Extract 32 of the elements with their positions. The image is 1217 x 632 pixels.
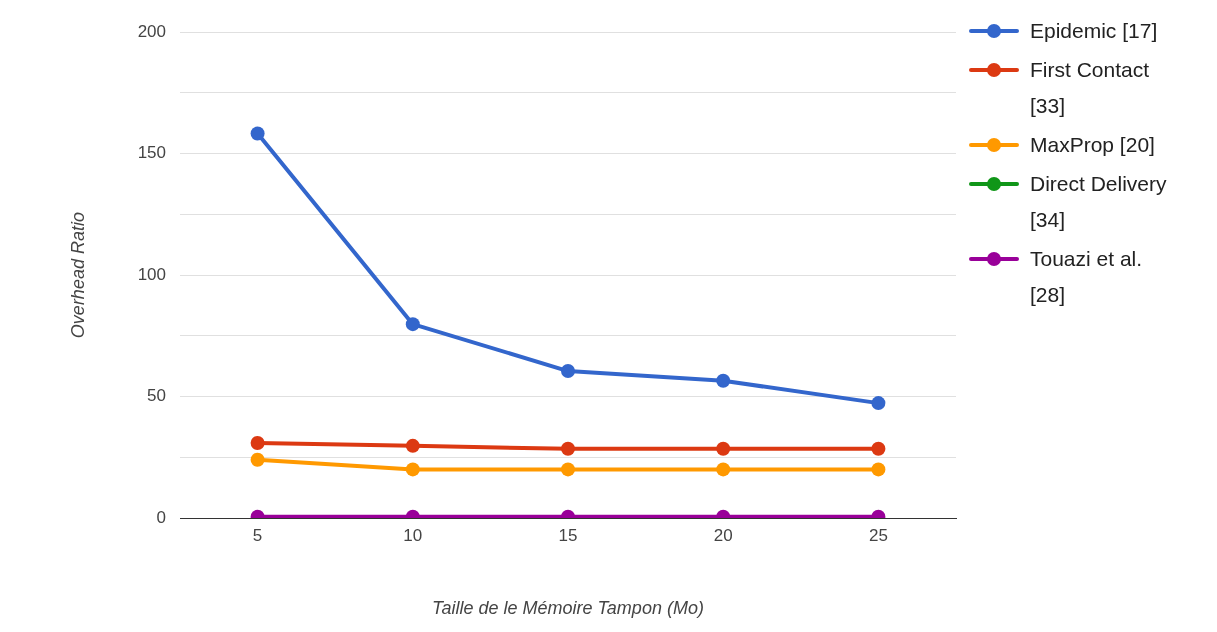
point [250,126,265,141]
point [871,441,886,456]
y-tick-label: 200 [137,21,166,41]
x-axis-title: Taille de le Mémoire Tampon (Mo) [432,598,704,619]
point [716,441,731,456]
point [561,441,575,456]
legend-label: Epidemic [17] [1030,18,1159,44]
point [250,435,265,450]
x-tick-label: 15 [558,525,578,545]
y-axis-title: Overhead Ratio [67,212,88,339]
x-tick-label: 25 [868,525,888,545]
x-tick-label: 10 [403,525,423,545]
y-tick-label: 50 [147,386,166,406]
legend-label: First Contact [33] [1030,57,1151,119]
y-tick-label: 150 [137,143,166,163]
y-tick-label: 0 [156,507,166,527]
point [871,462,886,477]
point [871,396,886,411]
point [561,462,575,477]
point [716,462,731,477]
point [405,462,420,477]
point [405,317,420,332]
point [405,438,420,453]
point [250,452,265,467]
legend-label: Direct Delivery [34] [1030,171,1168,233]
x-tick-label: 5 [252,525,263,545]
legend-label: MaxProp [20] [1030,132,1156,158]
point [561,364,575,379]
y-tick-label: 100 [137,264,166,284]
x-tick-label: 20 [713,525,733,545]
legend-label: Touazi et al. [28] [1030,246,1144,308]
point [716,373,731,388]
